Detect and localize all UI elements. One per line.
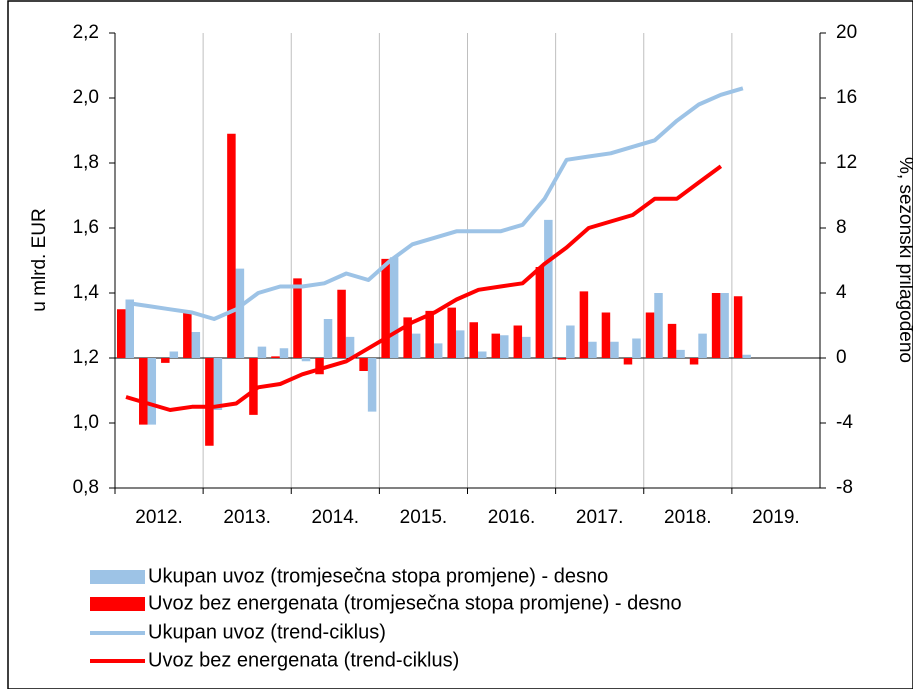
bar <box>566 325 575 358</box>
bar <box>733 296 743 358</box>
y2-tick-label: -4 <box>836 412 853 433</box>
bar <box>588 341 597 358</box>
bar <box>469 322 478 358</box>
bar <box>367 358 377 412</box>
bar <box>227 133 236 358</box>
bar <box>169 351 179 358</box>
bar <box>579 291 589 358</box>
bar <box>389 257 399 358</box>
bar <box>315 358 324 375</box>
bar <box>271 356 280 358</box>
y2-tick-label: -8 <box>836 477 853 498</box>
bar <box>213 358 223 410</box>
bar <box>610 341 619 358</box>
bar <box>147 358 157 425</box>
y-tick-label: 1,2 <box>73 347 99 368</box>
x-tick-label: 2017. <box>576 507 624 528</box>
line <box>125 86 744 321</box>
x-tick-label: 2016. <box>488 507 536 528</box>
bar <box>720 293 729 358</box>
bar <box>689 358 699 365</box>
y2-tick-label: 12 <box>836 152 857 173</box>
y2-tick-label: 8 <box>836 217 847 238</box>
bar <box>447 307 456 358</box>
legend-label: Uvoz bez energenata (trend-ciklus) <box>148 649 459 671</box>
bar <box>249 358 258 415</box>
bar <box>698 333 707 358</box>
bar <box>183 312 192 358</box>
bar <box>403 317 412 358</box>
y2-tick-label: 16 <box>836 87 857 108</box>
line <box>125 164 723 412</box>
bar <box>411 333 421 358</box>
bar <box>500 335 509 358</box>
bar <box>433 343 443 358</box>
bar <box>279 348 289 358</box>
y-axis-label: u mlrd. EUR <box>29 208 50 311</box>
y-tick-label: 2,0 <box>73 87 99 108</box>
x-tick-label: 2018. <box>664 507 712 528</box>
y2-tick-label: 20 <box>836 22 857 43</box>
bar <box>522 336 531 358</box>
x-tick-label: 2019. <box>752 507 800 528</box>
bar <box>205 358 214 446</box>
bar <box>345 336 355 358</box>
y-tick-label: 1,8 <box>73 152 99 173</box>
legend-swatch <box>90 597 145 611</box>
bar <box>125 299 134 358</box>
legend-label: Uvoz bez energenata (tromjesečna stopa p… <box>148 592 682 614</box>
bar <box>645 312 655 358</box>
legend-swatch <box>90 570 145 584</box>
y2-axis-label: %, sezonski prilagođeno <box>895 157 913 363</box>
bar <box>667 323 677 358</box>
y-tick-label: 2,2 <box>73 22 99 43</box>
y-tick-label: 1,4 <box>73 282 100 303</box>
bar <box>359 358 368 371</box>
bar <box>455 330 465 358</box>
legend-label: Ukupan uvoz (tromjesečna stopa promjene)… <box>148 565 608 587</box>
bar <box>557 358 567 360</box>
x-tick-label: 2015. <box>400 507 448 528</box>
bar <box>161 358 170 363</box>
bar <box>632 338 641 358</box>
x-tick-label: 2013. <box>223 507 271 528</box>
y-tick-label: 1,6 <box>73 217 99 238</box>
bar <box>293 278 302 358</box>
bar <box>535 267 545 358</box>
bar <box>711 293 721 358</box>
x-tick-label: 2014. <box>312 507 360 528</box>
y-tick-label: 0,8 <box>73 477 99 498</box>
bar <box>478 351 487 358</box>
y-tick-label: 1,0 <box>73 412 99 433</box>
bar <box>601 312 611 358</box>
bar <box>513 325 523 358</box>
legend-label: Ukupan uvoz (trend-ciklus) <box>148 621 386 643</box>
bar <box>301 358 311 362</box>
bar <box>491 333 501 358</box>
bar <box>623 358 633 365</box>
bar <box>654 293 663 358</box>
bar <box>676 349 685 358</box>
bar <box>191 332 201 358</box>
bar <box>257 346 267 358</box>
bar <box>337 289 346 358</box>
bar <box>117 309 126 358</box>
bar <box>544 219 553 358</box>
bar <box>139 358 148 425</box>
y2-tick-label: 4 <box>836 282 847 303</box>
bar <box>425 310 434 358</box>
bar <box>323 319 333 358</box>
bar <box>235 268 245 358</box>
bar <box>742 354 751 358</box>
x-tick-label: 2012. <box>135 507 183 528</box>
y2-tick-label: 0 <box>836 347 847 368</box>
bar <box>381 258 390 358</box>
